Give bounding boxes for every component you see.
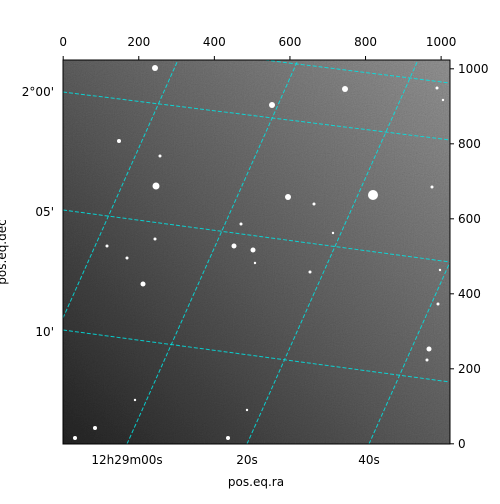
star [368, 190, 378, 200]
y-tick-label: 400 [458, 287, 481, 301]
x-tick-label: 600 [278, 35, 301, 49]
star [342, 86, 348, 92]
ra-tick-label: 20s [236, 453, 258, 467]
star [245, 408, 249, 412]
x-tick-label: 400 [203, 35, 226, 49]
plot-frame [62, 59, 451, 445]
star [152, 65, 158, 71]
dec-tick-label: 05' [35, 205, 54, 219]
star [426, 346, 432, 352]
star [250, 247, 256, 253]
y-tick-label: 1000 [458, 62, 489, 76]
star [430, 185, 434, 189]
y-tick-label: 600 [458, 212, 481, 226]
dec-tick-label: 10' [35, 325, 54, 339]
x-tick-label: 200 [127, 35, 150, 49]
star [239, 222, 243, 226]
star [441, 98, 445, 102]
star [312, 202, 316, 206]
star [253, 261, 257, 265]
x-axis-label: pos.eq.ra [228, 475, 284, 489]
x-tick-label: 800 [354, 35, 377, 49]
coordinate-grid [63, 60, 450, 444]
star [158, 154, 162, 158]
star [153, 237, 157, 241]
star [436, 302, 440, 306]
star [93, 426, 97, 430]
star [438, 268, 442, 272]
sky-image [63, 60, 450, 444]
star [231, 243, 237, 249]
star [226, 436, 230, 440]
ra-tick-label: 40s [358, 453, 380, 467]
star [425, 358, 429, 362]
y-tick-label: 800 [458, 137, 481, 151]
y-axis-label: pos.eq.dec [0, 219, 9, 284]
ra-tick-label: 12h29m00s [91, 453, 162, 467]
star [152, 182, 160, 190]
star [125, 256, 129, 260]
star [435, 86, 439, 90]
star [133, 398, 137, 402]
dec-tick-label: 2°00' [22, 85, 54, 99]
star [117, 139, 121, 143]
star [105, 244, 109, 248]
star [269, 102, 275, 108]
y-tick-label: 200 [458, 362, 481, 376]
star [308, 270, 312, 274]
y-tick-label: 0 [458, 437, 466, 451]
star [140, 281, 146, 287]
star [73, 436, 77, 440]
x-tick-label: 1000 [426, 35, 457, 49]
star [331, 231, 335, 235]
star [285, 194, 291, 200]
x-tick-label: 0 [59, 35, 67, 49]
